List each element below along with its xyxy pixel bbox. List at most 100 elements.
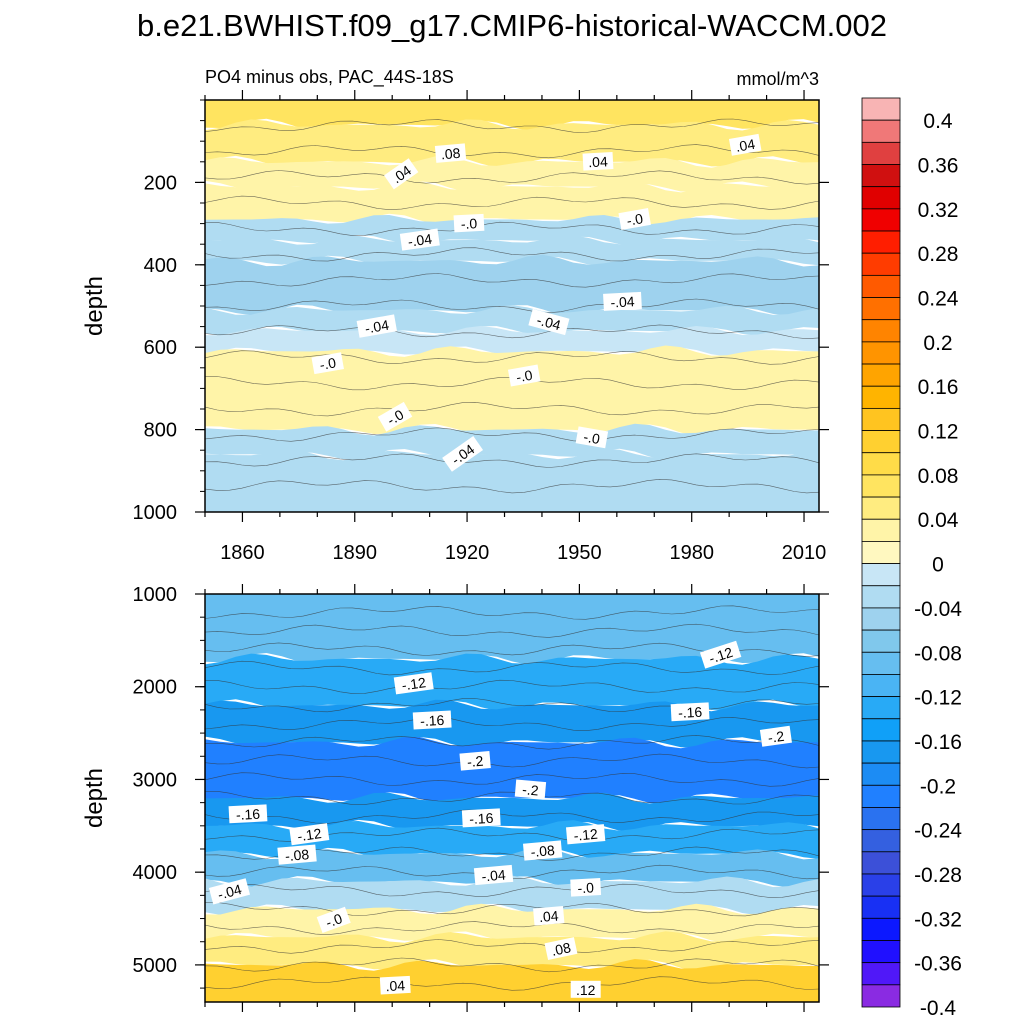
- colorbar-box: [861, 807, 901, 831]
- colorbar-label: 0.24: [918, 288, 959, 311]
- colorbar-label: -0.2: [920, 775, 956, 798]
- svg-text:.04: .04: [734, 136, 756, 155]
- contour-line: [205, 716, 819, 732]
- svg-text:-.0: -.0: [577, 879, 594, 896]
- contour-label: -.08: [277, 844, 317, 865]
- y-tick-label: 1000: [133, 584, 178, 606]
- colorbar-label: -0.4: [920, 997, 957, 1020]
- field-layer: [205, 653, 819, 711]
- svg-text:.04: .04: [538, 907, 559, 925]
- colorbar-box: [861, 297, 901, 321]
- contour-label: -.12: [393, 672, 434, 695]
- contour-line: [205, 976, 819, 991]
- colorbar-box: [861, 917, 901, 941]
- svg-text:-.0: -.0: [582, 429, 601, 448]
- colorbar-label: 0.4: [923, 110, 953, 133]
- svg-text:-.04: -.04: [407, 230, 433, 249]
- svg-text:-.16: -.16: [678, 704, 703, 721]
- svg-text:-.16: -.16: [236, 806, 261, 823]
- svg-text:.04: .04: [385, 977, 405, 994]
- field-layer: [205, 345, 819, 436]
- colorbar-box: [861, 341, 901, 365]
- svg-text:-.12: -.12: [401, 674, 427, 693]
- colorbar-box: [861, 518, 901, 542]
- x-tick-label: 1920: [445, 542, 490, 564]
- colorbar-box: [861, 607, 901, 631]
- colorbar-box: [861, 696, 901, 720]
- colorbar-label: 0.12: [918, 421, 959, 444]
- y-tick-label: 800: [144, 420, 177, 442]
- colorbar-box: [861, 385, 901, 409]
- svg-text:-.16: -.16: [469, 810, 494, 827]
- colorbar-box: [861, 319, 901, 343]
- colorbar-box: [861, 762, 901, 786]
- lower-y-axis: 1000 2000 3000 4000 5000: [133, 584, 829, 989]
- contour-label: -.16: [461, 808, 501, 828]
- contour-label: -.0: [570, 878, 602, 897]
- colorbar-label: 0.16: [918, 376, 959, 399]
- contour-label: -.04: [356, 314, 398, 338]
- svg-text:-.08: -.08: [284, 846, 310, 864]
- colorbar-box: [861, 674, 901, 698]
- contour-label: -.16: [412, 710, 452, 730]
- svg-text:-.2: -.2: [522, 781, 540, 798]
- lower-panel: -.12 -.12 -.16 -.16 -.2 -.2 -.2 -.16 -.16 -.12 -.1…: [81, 584, 829, 1012]
- contour-line: [205, 939, 819, 954]
- lower-ylabel: depth: [81, 768, 108, 828]
- colorbar-box: [861, 141, 901, 165]
- colorbar-box: [861, 829, 901, 853]
- colorbar-box: [861, 740, 901, 764]
- colorbar-label: 0.2: [923, 332, 952, 355]
- field-layer: [205, 181, 819, 225]
- upper-panel: .08.04.04.04-.0 -.0-.04-.04-.04 -.04-.0-.0…: [81, 90, 829, 564]
- contour-label: -.2: [759, 725, 792, 747]
- svg-text:-.12: -.12: [573, 826, 599, 844]
- x-tick-label: 1980: [669, 542, 714, 564]
- contour-line: [205, 605, 819, 620]
- lower-field: [205, 594, 819, 1002]
- contour-line: [205, 478, 819, 494]
- contour-line: [205, 427, 819, 442]
- contour-line: [205, 273, 819, 288]
- contour-label: -.0: [575, 426, 609, 449]
- colorbar-box: [861, 895, 901, 919]
- contour-label: -.0: [507, 364, 541, 387]
- svg-text:-.04: -.04: [364, 317, 391, 337]
- field-layer: [205, 423, 819, 460]
- colorbar-box: [861, 718, 901, 742]
- contour-line: [205, 902, 819, 917]
- contour-label: .04: [533, 906, 565, 926]
- colorbar-label: -0.24: [914, 820, 962, 843]
- field-layer: [205, 100, 819, 131]
- y-tick-label: 5000: [133, 955, 178, 977]
- contour-line: [205, 921, 819, 936]
- field-layer: [205, 820, 819, 860]
- colorbar-label: -0.28: [914, 864, 962, 887]
- lower-contours: [205, 605, 819, 991]
- colorbar-label: -0.32: [914, 908, 962, 931]
- colorbar-box: [861, 541, 901, 564]
- colorbar-label: 0.32: [918, 199, 959, 222]
- colorbar-label: -0.08: [914, 642, 962, 665]
- contour-label: -.12: [699, 640, 742, 669]
- contour-label: -.2: [459, 751, 491, 771]
- colorbar-label: 0.04: [918, 509, 959, 532]
- colorbar-boxes: [861, 97, 901, 1008]
- y-tick-label: 3000: [133, 769, 178, 791]
- field-layer: [205, 119, 819, 168]
- field-layer: [205, 215, 819, 245]
- colorbar-box: [861, 164, 901, 188]
- contour-label: -.0: [377, 401, 413, 432]
- svg-text:-.04: -.04: [481, 866, 507, 884]
- contour-label: -.04: [442, 436, 484, 472]
- x-tick-label: 1860: [220, 542, 265, 564]
- lower-contour-labels: -.12 -.12 -.16 -.16 -.2 -.2 -.2 -.16 -.16 -.12 -.1…: [208, 640, 792, 998]
- colorbar-box: [861, 97, 901, 121]
- x-tick-label: 1890: [333, 542, 378, 564]
- svg-text:-.0: -.0: [323, 910, 344, 931]
- contour-line: [205, 247, 819, 262]
- colorbar-box: [861, 873, 901, 897]
- contour-line: [205, 324, 819, 340]
- colorbar-label: -0.36: [914, 953, 962, 976]
